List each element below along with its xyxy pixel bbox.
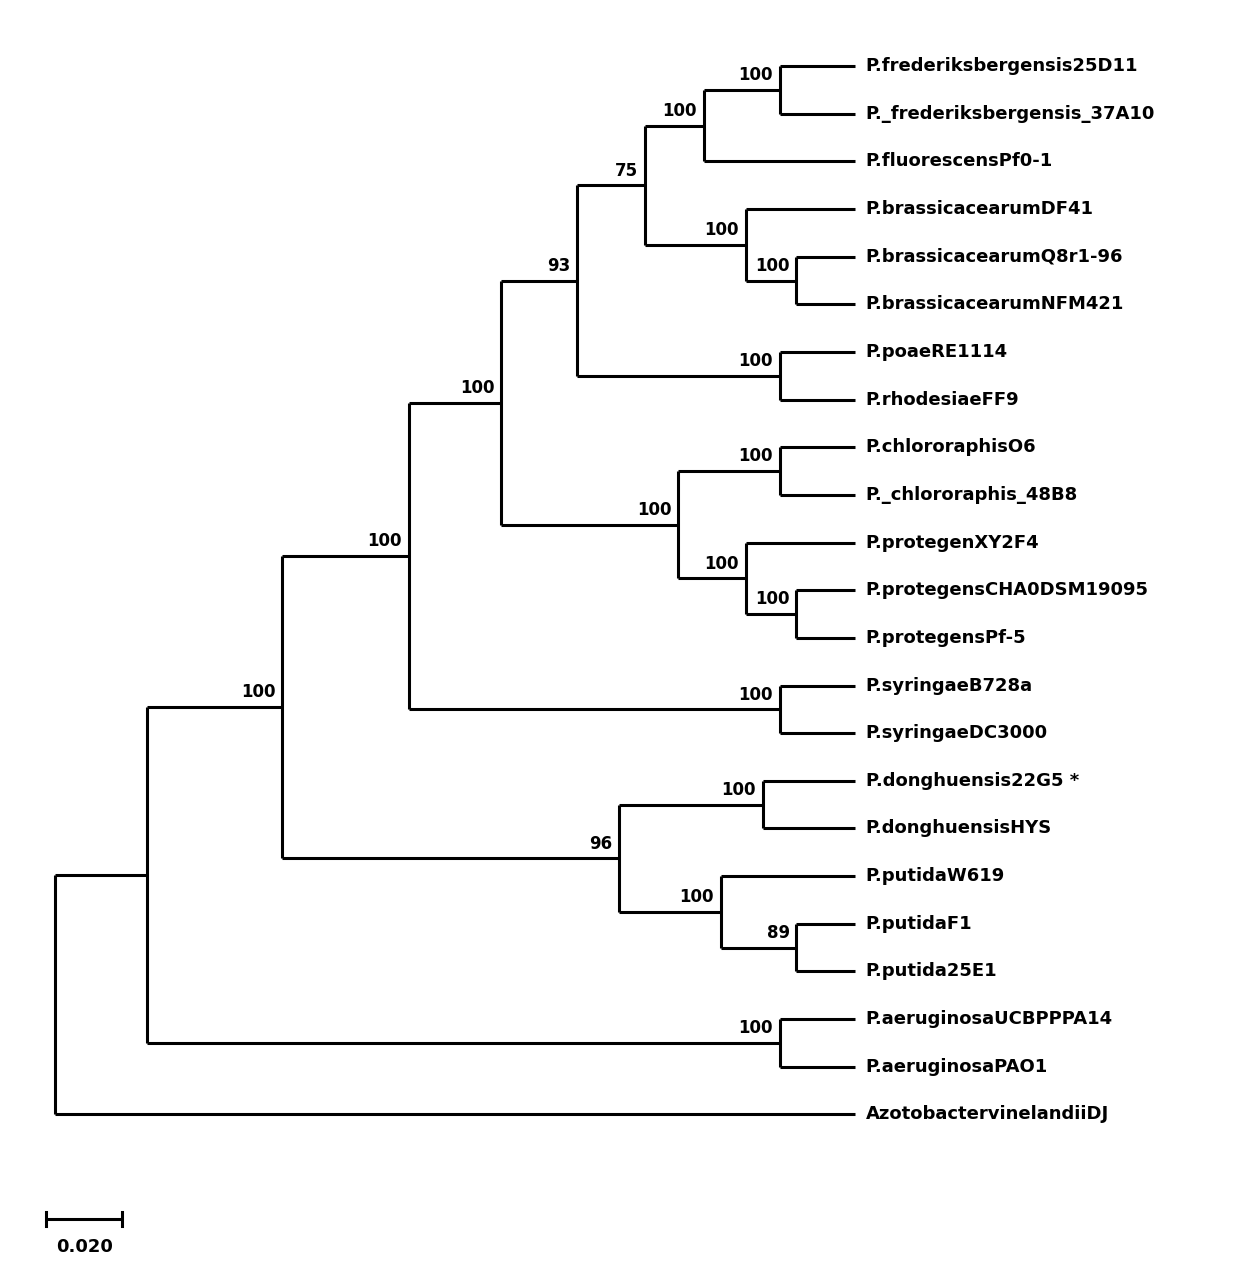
Text: P.putida25E1: P.putida25E1	[866, 962, 997, 980]
Text: P._chlororaphis_48B8: P._chlororaphis_48B8	[866, 486, 1078, 503]
Text: P._frederiksbergensis_37A10: P._frederiksbergensis_37A10	[866, 104, 1154, 123]
Text: AzotobactervinelandiiDJ: AzotobactervinelandiiDJ	[866, 1106, 1109, 1124]
Text: P.putidaW619: P.putidaW619	[866, 867, 1004, 885]
Text: P.brassicacearumNFM421: P.brassicacearumNFM421	[866, 295, 1123, 314]
Text: 93: 93	[547, 257, 570, 275]
Text: P.protegensCHA0DSM19095: P.protegensCHA0DSM19095	[866, 581, 1148, 599]
Text: P.poaeRE1114: P.poaeRE1114	[866, 343, 1008, 361]
Text: 100: 100	[738, 66, 773, 84]
Text: P.donghuensis22G5 *: P.donghuensis22G5 *	[866, 771, 1079, 789]
Text: P.donghuensisHYS: P.donghuensisHYS	[866, 820, 1052, 838]
Text: 100: 100	[738, 352, 773, 370]
Text: P.protegenXY2F4: P.protegenXY2F4	[866, 534, 1039, 552]
Text: 100: 100	[738, 447, 773, 465]
Text: 100: 100	[241, 684, 275, 702]
Text: 100: 100	[704, 554, 739, 573]
Text: P.rhodesiaeFF9: P.rhodesiaeFF9	[866, 390, 1019, 409]
Text: 0.020: 0.020	[56, 1238, 113, 1256]
Text: 100: 100	[738, 685, 773, 704]
Text: P.fluorescensPf0-1: P.fluorescensPf0-1	[866, 153, 1053, 170]
Text: 75: 75	[615, 161, 639, 179]
Text: P.aeruginosaPAO1: P.aeruginosaPAO1	[866, 1057, 1048, 1075]
Text: P.aeruginosaUCBPPPA14: P.aeruginosaUCBPPPA14	[866, 1010, 1112, 1028]
Text: P.syringaeB728a: P.syringaeB728a	[866, 676, 1033, 694]
Text: 100: 100	[722, 780, 756, 799]
Text: 100: 100	[367, 533, 402, 550]
Text: 100: 100	[755, 257, 790, 275]
Text: 100: 100	[738, 1019, 773, 1037]
Text: P.frederiksbergensis25D11: P.frederiksbergensis25D11	[866, 57, 1138, 75]
Text: 100: 100	[755, 590, 790, 609]
Text: 100: 100	[662, 102, 697, 119]
Text: 89: 89	[766, 924, 790, 942]
Text: P.chlororaphisO6: P.chlororaphisO6	[866, 438, 1037, 456]
Text: 100: 100	[704, 221, 739, 239]
Text: 100: 100	[637, 501, 672, 519]
Text: P.syringaeDC3000: P.syringaeDC3000	[866, 724, 1048, 742]
Text: 100: 100	[460, 379, 495, 397]
Text: P.brassicacearumQ8r1-96: P.brassicacearumQ8r1-96	[866, 248, 1123, 266]
Text: P.protegensPf-5: P.protegensPf-5	[866, 629, 1027, 647]
Text: P.putidaF1: P.putidaF1	[866, 915, 972, 933]
Text: P.brassicacearumDF41: P.brassicacearumDF41	[866, 200, 1094, 219]
Text: 96: 96	[589, 835, 613, 853]
Text: 100: 100	[680, 888, 714, 906]
